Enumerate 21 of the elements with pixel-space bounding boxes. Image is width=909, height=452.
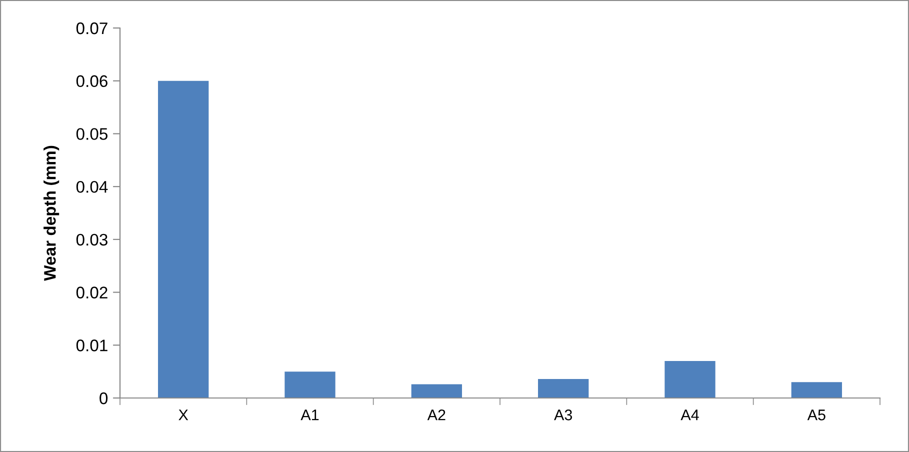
x-tick-label: X bbox=[178, 410, 188, 420]
bar bbox=[791, 382, 842, 398]
y-tick-label: 0.02 bbox=[76, 286, 108, 298]
y-tick-label: 0.01 bbox=[76, 340, 108, 352]
x-tick-label: A3 bbox=[554, 410, 572, 420]
y-tick-label: 0.06 bbox=[76, 75, 108, 88]
bar bbox=[284, 372, 336, 398]
bar bbox=[158, 80, 209, 398]
y-axis-title: Wear depth (mm) bbox=[44, 146, 60, 281]
bar bbox=[411, 384, 462, 398]
x-tick-label: A4 bbox=[680, 410, 699, 420]
bar bbox=[664, 361, 716, 398]
y-tick-label: 0.07 bbox=[76, 22, 108, 34]
y-tick-label: 0.05 bbox=[76, 128, 108, 140]
bar bbox=[538, 378, 589, 398]
y-tick-label: 0 bbox=[100, 392, 108, 404]
y-tick-label: 0.03 bbox=[76, 234, 108, 246]
x-tick-label: A5 bbox=[807, 410, 826, 420]
x-tick-label: A2 bbox=[427, 410, 446, 420]
y-tick-label: 0.04 bbox=[76, 180, 108, 193]
x-tick-label: A1 bbox=[300, 410, 319, 420]
